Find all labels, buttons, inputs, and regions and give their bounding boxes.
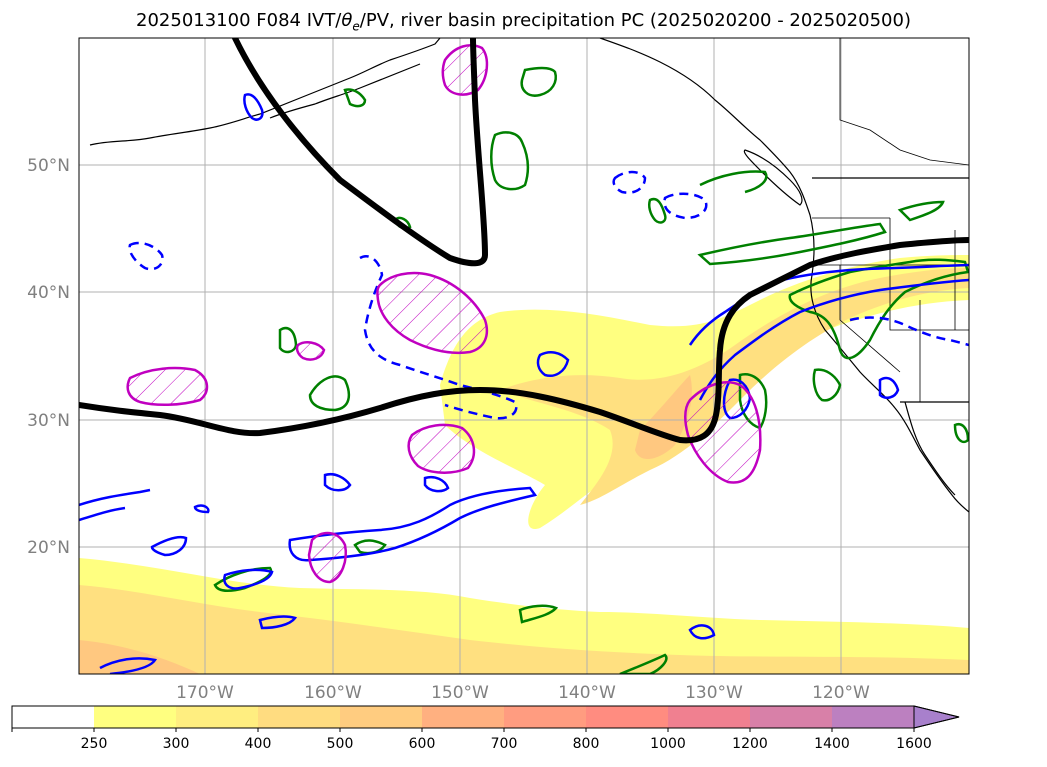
baja-coast <box>904 401 956 496</box>
lon-label-120w: 120°W <box>812 683 870 703</box>
longitude-labels: 170°W 160°W 150°W 140°W 130°W 120°W <box>176 683 870 703</box>
colorbar-segment <box>750 706 832 728</box>
colorbar-tick-label: 600 <box>409 736 436 752</box>
alaska-coast-south <box>269 63 421 119</box>
latitude-labels: 50°N 40°N 30°N 20°N <box>27 156 70 558</box>
colorbar-tick-label: 500 <box>327 736 354 752</box>
ivt-fill-southern-strong <box>79 640 200 674</box>
colorbar-segment <box>586 706 668 728</box>
colorbar-segment <box>176 706 258 728</box>
colorbar-segment <box>422 706 504 728</box>
alaska-coast <box>89 38 441 146</box>
colorbar-tick-label: 700 <box>491 736 518 752</box>
map-frame <box>78 37 970 675</box>
colorbar-tick-label: 800 <box>573 736 600 752</box>
colorbar-tick-label: 1400 <box>814 736 850 752</box>
colorbar-tick-label: 1000 <box>650 736 686 752</box>
colorbar-segment <box>504 706 586 728</box>
colorbar-tick-label: 300 <box>163 736 190 752</box>
colorbar-tick-label: 400 <box>245 736 272 752</box>
colorbar-tick-label: 250 <box>81 736 108 752</box>
canada-provinces <box>839 38 969 166</box>
colorbar-segment <box>258 706 340 728</box>
lon-label-160w: 160°W <box>304 683 362 703</box>
pv-contour <box>79 38 969 444</box>
lon-label-150w: 150°W <box>431 683 489 703</box>
colorbar: 250 300 400 500 600 700 800 1000 1200 1400 1600 <box>11 705 960 752</box>
colorbar-extend-arrow <box>913 705 960 729</box>
colorbar-outline <box>11 705 960 729</box>
colorbar-tick-label: 1200 <box>732 736 768 752</box>
lat-label-40: 40°N <box>27 283 70 303</box>
lon-label-130w: 130°W <box>685 683 743 703</box>
graticule <box>79 38 969 674</box>
lon-label-140w: 140°W <box>558 683 616 703</box>
lon-label-170w: 170°W <box>176 683 234 703</box>
colorbar-segment <box>94 706 176 728</box>
colorbar-segment <box>340 706 422 728</box>
lat-label-20: 20°N <box>27 538 70 558</box>
lat-label-50: 50°N <box>27 156 70 176</box>
colorbar-segment <box>12 706 94 728</box>
colorbar-segment <box>668 706 750 728</box>
ivt-fill-southern-mid <box>79 585 969 674</box>
lat-label-30: 30°N <box>27 411 70 431</box>
chart-title: 2025013100 F084 IVT/θe/PV, river basin p… <box>136 10 911 34</box>
colorbar-segment <box>832 706 914 728</box>
vancouver-island <box>743 149 803 206</box>
colorbar-tick-label: 1600 <box>896 736 932 752</box>
